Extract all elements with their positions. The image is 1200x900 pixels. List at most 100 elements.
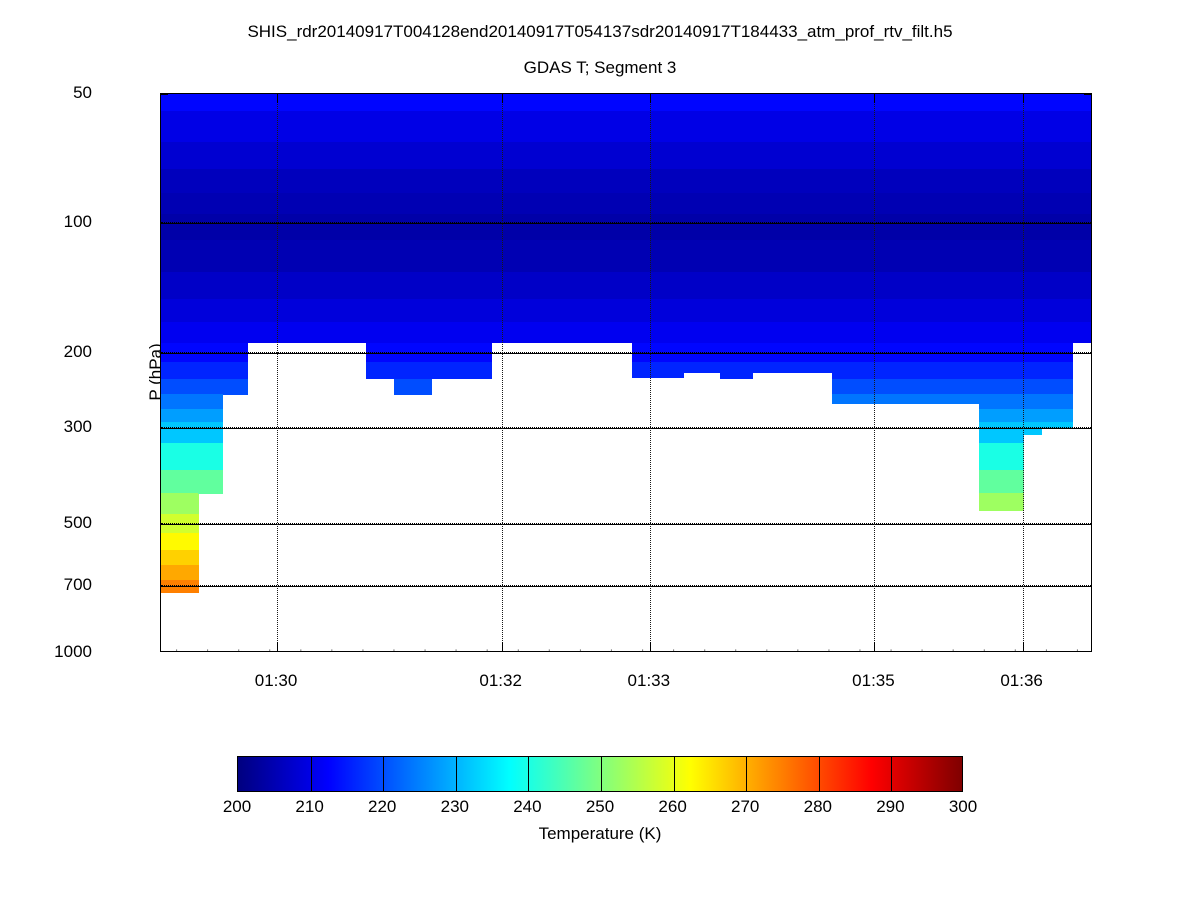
heatmap-cell bbox=[198, 271, 224, 300]
heatmap-cell bbox=[1041, 94, 1074, 112]
heatmap-column bbox=[979, 94, 1024, 651]
heatmap-cell bbox=[431, 142, 493, 170]
heatmap-cell bbox=[979, 213, 1024, 241]
x-tick-label: 01:30 bbox=[254, 671, 298, 690]
heatmap-cell bbox=[720, 361, 754, 380]
colorbar-gradient bbox=[238, 757, 962, 791]
colorbar-tick-label: 210 bbox=[295, 797, 324, 816]
heatmap-cell bbox=[247, 192, 339, 215]
heatmap-cell bbox=[943, 361, 980, 380]
heatmap-cell bbox=[394, 213, 432, 241]
heatmap-cell bbox=[366, 322, 395, 344]
heatmap-cell bbox=[979, 421, 1024, 444]
x-tick-label: 01:32 bbox=[479, 671, 522, 690]
y-tick-mark bbox=[1084, 428, 1091, 430]
heatmap-column bbox=[366, 94, 395, 651]
heatmap-cell bbox=[832, 298, 945, 323]
heatmap-cell bbox=[1041, 192, 1074, 215]
y-tick-mark bbox=[161, 523, 168, 525]
colorbar-tick-mark bbox=[891, 757, 893, 791]
heatmap-cell bbox=[1041, 361, 1074, 380]
heatmap-cell bbox=[247, 240, 339, 273]
heatmap-column bbox=[338, 94, 367, 651]
heatmap-column bbox=[832, 94, 945, 651]
heatmap-cell bbox=[222, 322, 249, 344]
heatmap-cell bbox=[943, 94, 980, 112]
heatmap-cell bbox=[222, 192, 249, 215]
heatmap-cell bbox=[161, 565, 199, 581]
x-tick-mark bbox=[501, 94, 503, 103]
heatmap-cell bbox=[682, 192, 721, 215]
heatmap-cell bbox=[198, 94, 224, 112]
heatmap-cell bbox=[394, 322, 432, 344]
heatmap-cell bbox=[222, 111, 249, 143]
colorbar-title: Temperature (K) bbox=[538, 824, 662, 843]
heatmap-column bbox=[247, 94, 339, 651]
heatmap-cell bbox=[631, 213, 684, 241]
heatmap-cell bbox=[247, 142, 339, 170]
heatmap-cell bbox=[431, 213, 493, 241]
heatmap-cell bbox=[682, 271, 721, 300]
heatmap-cell bbox=[161, 378, 199, 395]
heatmap-cell bbox=[1072, 322, 1091, 344]
heatmap-cell bbox=[394, 111, 432, 143]
heatmap-cell bbox=[431, 169, 493, 194]
heatmap-cell bbox=[1072, 271, 1091, 300]
heatmap-cell bbox=[222, 361, 249, 380]
heatmap-cell bbox=[198, 394, 224, 410]
figure-subtitle: GDAS T; Segment 3 bbox=[523, 58, 677, 77]
heatmap-cell bbox=[682, 298, 721, 323]
heatmap-cell bbox=[682, 142, 721, 170]
heatmap-cell bbox=[161, 361, 199, 380]
heatmap-cell bbox=[752, 192, 833, 215]
heatmap-cell bbox=[720, 192, 754, 215]
x-tick-mark bbox=[1022, 94, 1024, 103]
heatmap-cell bbox=[631, 322, 684, 344]
heatmap-cell bbox=[832, 142, 945, 170]
heatmap-column bbox=[682, 94, 721, 651]
heatmap-cell bbox=[631, 240, 684, 273]
heatmap-cell bbox=[720, 271, 754, 300]
heatmap-cell bbox=[1023, 361, 1043, 380]
y-tick-mark bbox=[161, 586, 168, 588]
heatmap-cell bbox=[222, 142, 249, 170]
heatmap-cell bbox=[979, 94, 1024, 112]
heatmap-cell bbox=[161, 493, 199, 515]
heatmap-cell bbox=[1072, 240, 1091, 273]
heatmap-cell bbox=[752, 271, 833, 300]
heatmap-cell bbox=[491, 322, 633, 344]
x-tick-mark bbox=[874, 94, 876, 103]
heatmap-cell bbox=[161, 298, 199, 323]
x-tick-mark bbox=[501, 642, 503, 651]
heatmap-cell bbox=[832, 213, 945, 241]
heatmap-cell bbox=[366, 213, 395, 241]
heatmap-cell bbox=[338, 111, 367, 143]
y-tick-mark bbox=[1084, 352, 1091, 354]
heatmap-cell bbox=[943, 322, 980, 344]
colorbar-tick-mark bbox=[818, 757, 820, 791]
heatmap-cell bbox=[198, 111, 224, 143]
heatmap-cell bbox=[338, 192, 367, 215]
y-tick-label: 300 bbox=[63, 417, 92, 437]
heatmap-cell bbox=[431, 322, 493, 344]
heatmap-cell bbox=[979, 271, 1024, 300]
heatmap-cell bbox=[366, 142, 395, 170]
heatmap-cell bbox=[161, 549, 199, 566]
y-tick-label: 700 bbox=[63, 575, 92, 595]
y-tick-label: 500 bbox=[63, 512, 92, 532]
heatmap-cell bbox=[1072, 142, 1091, 170]
heatmap-column bbox=[431, 94, 493, 651]
heatmap-cell bbox=[979, 111, 1024, 143]
heatmap-cell bbox=[631, 192, 684, 215]
heatmap-cell bbox=[1023, 421, 1043, 436]
x-tick-mark bbox=[277, 94, 279, 103]
heatmap-cell bbox=[832, 378, 945, 395]
heatmap-column bbox=[1023, 94, 1043, 651]
heatmap-cell bbox=[1072, 169, 1091, 194]
plot-axes: ∗∗∗∗∗∗∗∗∗∗∗∗∗∗∗∗∗∗∗∗∗∗∗∗∗∗∗∗∗∗ bbox=[160, 93, 1092, 652]
heatmap-cell bbox=[222, 94, 249, 112]
heatmap-cell bbox=[247, 213, 339, 241]
colorbar-tick-label: 290 bbox=[876, 797, 905, 816]
heatmap-cell bbox=[247, 169, 339, 194]
